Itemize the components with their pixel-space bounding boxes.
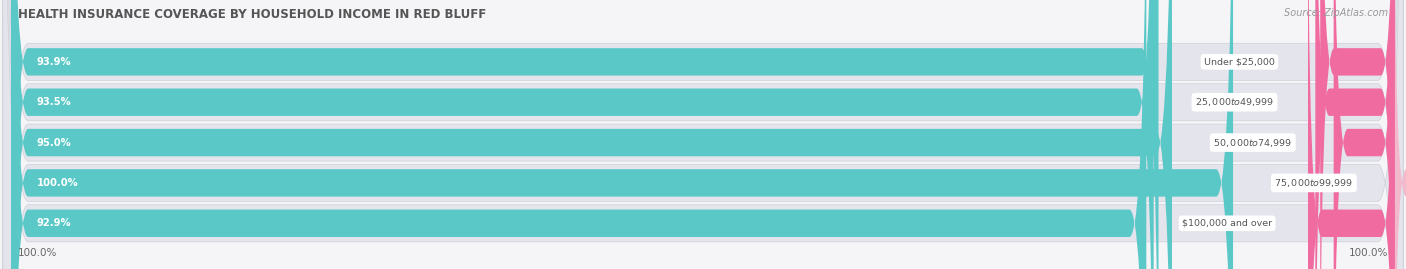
FancyBboxPatch shape	[3, 0, 1403, 269]
Text: 92.9%: 92.9%	[37, 218, 72, 228]
Text: $75,000 to $99,999: $75,000 to $99,999	[1274, 177, 1354, 189]
FancyBboxPatch shape	[1334, 0, 1395, 269]
Text: 93.5%: 93.5%	[37, 97, 72, 107]
FancyBboxPatch shape	[3, 0, 1403, 269]
FancyBboxPatch shape	[11, 0, 1146, 269]
Text: $50,000 to $74,999: $50,000 to $74,999	[1213, 137, 1292, 148]
Text: 100.0%: 100.0%	[37, 178, 79, 188]
FancyBboxPatch shape	[11, 0, 1159, 269]
Text: HEALTH INSURANCE COVERAGE BY HOUSEHOLD INCOME IN RED BLUFF: HEALTH INSURANCE COVERAGE BY HOUSEHOLD I…	[18, 8, 486, 21]
FancyBboxPatch shape	[1320, 0, 1395, 269]
FancyBboxPatch shape	[3, 0, 1403, 269]
FancyBboxPatch shape	[1395, 0, 1406, 269]
FancyBboxPatch shape	[11, 0, 1173, 269]
FancyBboxPatch shape	[1308, 0, 1395, 269]
FancyBboxPatch shape	[11, 0, 1233, 269]
Text: 100.0%: 100.0%	[18, 248, 58, 258]
Text: $100,000 and over: $100,000 and over	[1182, 219, 1272, 228]
Text: Under $25,000: Under $25,000	[1204, 57, 1275, 66]
Text: 100.0%: 100.0%	[1348, 248, 1388, 258]
FancyBboxPatch shape	[3, 0, 1403, 269]
FancyBboxPatch shape	[3, 0, 1403, 269]
FancyBboxPatch shape	[1316, 0, 1395, 269]
FancyBboxPatch shape	[11, 0, 1154, 269]
Text: Source: ZipAtlas.com: Source: ZipAtlas.com	[1284, 8, 1388, 18]
Text: $25,000 to $49,999: $25,000 to $49,999	[1195, 96, 1274, 108]
Text: 95.0%: 95.0%	[37, 137, 72, 148]
Text: 93.9%: 93.9%	[37, 57, 72, 67]
